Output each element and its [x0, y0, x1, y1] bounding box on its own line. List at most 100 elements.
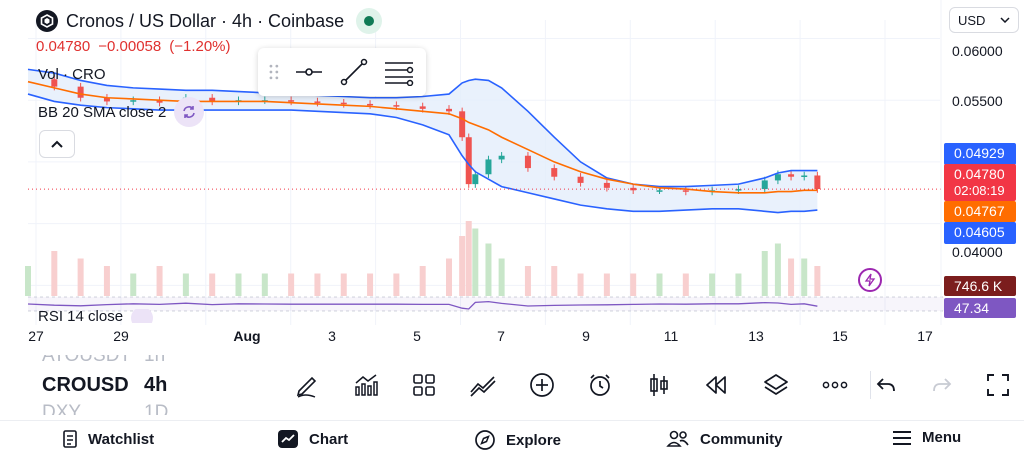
candle-body [656, 190, 663, 192]
candle-body [340, 102, 347, 105]
volume-bar [51, 251, 58, 296]
live-dot-icon [364, 16, 375, 26]
compass-icon [475, 430, 495, 450]
volume-bar [156, 266, 163, 296]
more-tools[interactable] [383, 55, 416, 89]
price-axis-tick: 0.06000 [952, 43, 1003, 59]
symbol-row[interactable]: DXY 1D [42, 400, 262, 415]
hamburger-icon [893, 430, 911, 445]
pencil-icon [297, 376, 317, 398]
nav-label: Explore [506, 431, 562, 449]
time-tick: 27 [28, 328, 44, 344]
draw-button[interactable] [278, 367, 337, 403]
price-chart[interactable] [0, 0, 1024, 350]
history-tools [868, 367, 1016, 403]
chart-type-button[interactable] [630, 367, 689, 403]
candle-body [459, 111, 466, 138]
symbol-name: CROUSD [42, 373, 128, 396]
rsi-line [27, 300, 818, 310]
candle-body [735, 189, 742, 191]
bollinger-legend[interactable]: BB 20 SMA close 2 [38, 97, 205, 127]
undo-button[interactable] [868, 367, 904, 403]
time-tick: 17 [917, 328, 933, 344]
time-tick: 13 [748, 328, 764, 344]
nav-watchlist[interactable]: Watchlist [62, 429, 154, 449]
time-axis: 27 29 Aug 3 5 7 9 11 13 15 17 [0, 328, 940, 348]
symbol-interval: 1D [144, 402, 169, 415]
nav-label: Chart [309, 430, 349, 448]
horizontal-line-tool[interactable] [292, 55, 325, 89]
volume-bar [130, 273, 137, 296]
nav-community[interactable]: Community [666, 429, 783, 449]
volume-bar [630, 273, 637, 296]
time-tick: 29 [113, 328, 129, 344]
chart-area[interactable] [0, 0, 1024, 350]
more-dots-icon [822, 381, 847, 389]
candle-body [524, 155, 531, 169]
symbol-row-active[interactable]: CROUSD 4h [42, 372, 262, 398]
candle-body [774, 174, 781, 181]
price-axis-tick: 0.05500 [952, 93, 1003, 109]
compare-button[interactable] [454, 367, 513, 403]
nav-explore[interactable]: Explore [474, 429, 561, 451]
drag-handle-icon[interactable] [268, 63, 280, 81]
symbol-row[interactable]: ATOUSDT 1h [42, 355, 262, 369]
candle-body [367, 103, 374, 106]
rsi-sync-icon[interactable] [131, 309, 154, 323]
indicators-button[interactable] [337, 367, 396, 403]
candle-body [393, 105, 400, 107]
rsi-legend[interactable]: RSI 14 close [38, 309, 154, 323]
price-change: −0.00058 [98, 38, 162, 55]
volume-bar [209, 273, 216, 296]
volume-legend[interactable]: Vol · CRO [38, 66, 106, 83]
people-icon [666, 430, 689, 447]
symbol-scroller[interactable]: ATOUSDT 1h CROUSD 4h DXY 1D [42, 355, 262, 415]
volume-bar [367, 273, 374, 296]
candle-body [77, 86, 84, 98]
volume-tag: 746.6 K [944, 276, 1016, 296]
layers-icon [764, 374, 788, 395]
volume-bar [393, 273, 400, 296]
nav-label: Community [700, 430, 783, 448]
candle-body [551, 168, 558, 177]
nav-chart[interactable]: Chart [277, 429, 348, 449]
volume-bar [814, 266, 821, 296]
candle-body [465, 137, 472, 185]
volume-bar [551, 266, 558, 296]
replay-button[interactable] [688, 367, 747, 403]
volume-bar [774, 243, 781, 296]
volume-bar [761, 251, 768, 296]
trend-line-tool[interactable] [337, 55, 370, 89]
layout-button[interactable] [395, 367, 454, 403]
candle-body [156, 100, 163, 103]
collapse-legend-button[interactable] [39, 130, 75, 158]
bollinger-upper-line [27, 68, 818, 188]
add-button[interactable] [512, 367, 571, 403]
objects-tree-button[interactable] [747, 367, 806, 403]
drawing-toolbar[interactable] [258, 48, 426, 96]
volume-bar [498, 258, 505, 296]
more-button[interactable] [805, 367, 864, 403]
symbol-title[interactable]: Cronos / US Dollar · 4h · Coinbase [66, 10, 345, 31]
fullscreen-button[interactable] [980, 367, 1016, 403]
candle-body [761, 180, 768, 190]
volume-bar [656, 273, 663, 296]
candle-body [485, 159, 492, 175]
redo-button[interactable] [924, 367, 960, 403]
alert-button[interactable] [571, 367, 630, 403]
candle-body [288, 100, 295, 102]
symbol-interval: 4h [144, 373, 168, 396]
sync-icon[interactable] [174, 97, 205, 127]
volume-bar [103, 266, 110, 296]
nav-menu[interactable]: Menu [892, 429, 961, 446]
volume-bar [801, 258, 808, 296]
rsi-legend-label: RSI 14 close [38, 309, 124, 323]
lightning-icon[interactable] [858, 268, 882, 292]
market-open-indicator [356, 8, 383, 34]
horizontal-line-icon [295, 68, 322, 76]
candle-body [603, 182, 610, 188]
volume-bar [524, 266, 531, 296]
currency-select[interactable]: USD [949, 7, 1019, 33]
bollinger-band-fill [28, 69, 818, 213]
undo-icon [876, 378, 895, 392]
